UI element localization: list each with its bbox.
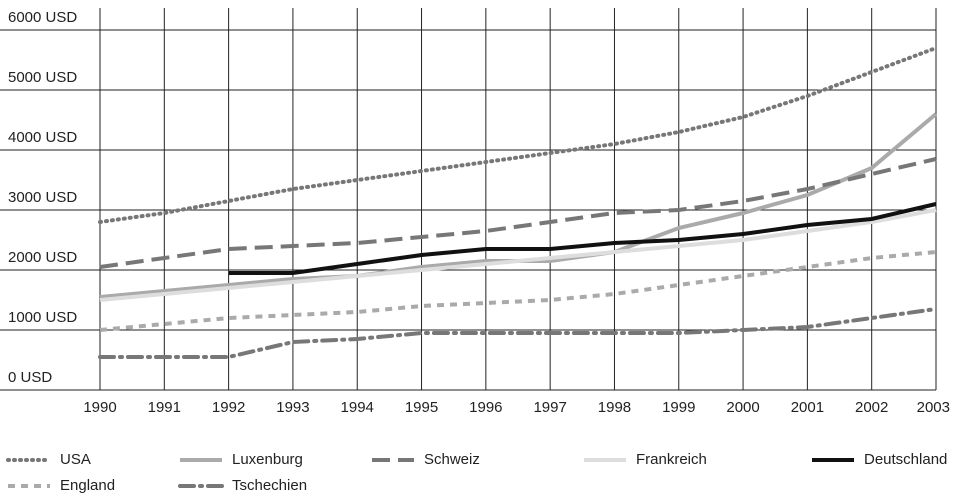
legend-label: England [60, 477, 115, 494]
x-tick-label: 1991 [148, 399, 181, 416]
x-tick-label: 1995 [405, 399, 438, 416]
x-tick-label: 1999 [662, 399, 695, 416]
legend-label: USA [60, 451, 91, 468]
x-tick-label: 2000 [726, 399, 759, 416]
line-series [99, 250, 937, 332]
line-series [99, 157, 937, 269]
x-tick-label: 1994 [341, 399, 374, 416]
y-tick-label: 2000 USD [8, 249, 77, 266]
legend-label: Luxenburg [232, 451, 303, 468]
x-tick-label: 2002 [855, 399, 888, 416]
x-tick-label: 1993 [276, 399, 309, 416]
y-tick-label: 5000 USD [8, 69, 77, 86]
y-tick-label: 6000 USD [8, 9, 77, 26]
legend-label: Deutschland [864, 451, 947, 468]
line-series [98, 307, 938, 359]
legend-label: Tschechien [232, 477, 307, 494]
legend-label: Frankreich [636, 451, 707, 468]
x-tick-label: 1990 [83, 399, 116, 416]
x-tick-label: 2001 [791, 399, 824, 416]
x-tick-label: 1998 [598, 399, 631, 416]
x-tick-label: 2003 [917, 399, 950, 416]
line-series [98, 46, 938, 224]
y-tick-label: 3000 USD [8, 189, 77, 206]
y-tick-label: 4000 USD [8, 129, 77, 146]
line-series [99, 208, 937, 302]
legend-label: Schweiz [424, 451, 480, 468]
y-tick-label: 1000 USD [8, 309, 77, 326]
x-tick-label: 1997 [533, 399, 566, 416]
y-tick-label: 0 USD [8, 369, 52, 386]
x-tick-label: 1996 [469, 399, 502, 416]
x-tick-label: 1992 [212, 399, 245, 416]
line-series [228, 202, 937, 275]
